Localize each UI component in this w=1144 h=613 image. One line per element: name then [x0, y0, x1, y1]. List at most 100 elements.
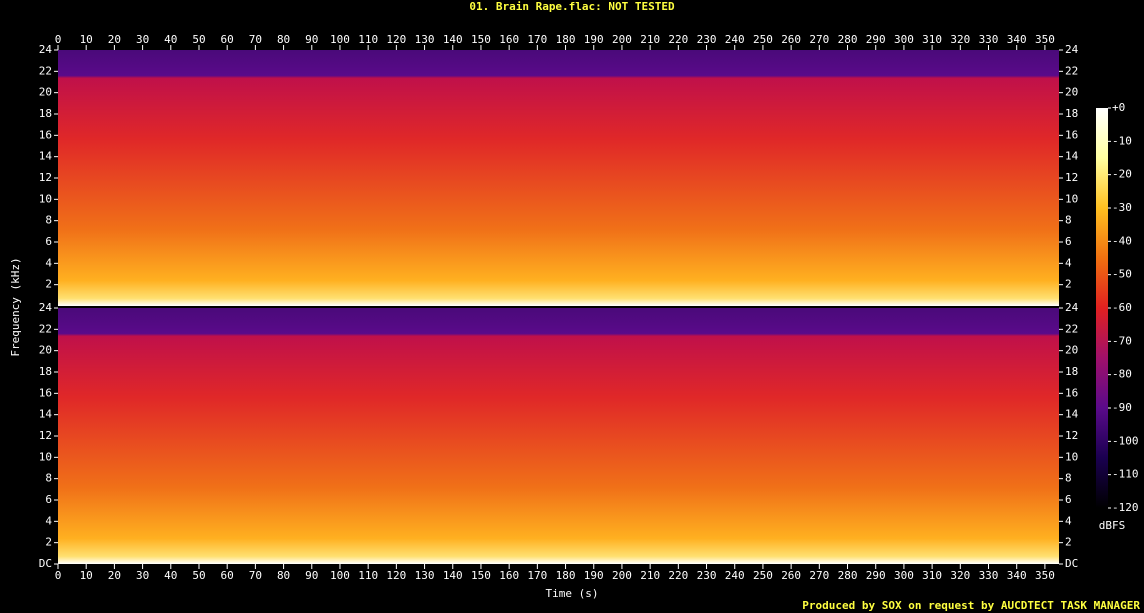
x-tick-label: 140 [443, 33, 463, 46]
y-tick-label: 14 [39, 150, 53, 163]
y-tick-label: 8 [45, 214, 52, 227]
y-tick-label: 20 [39, 86, 52, 99]
y-tick-label: 22 [39, 64, 52, 77]
x-tick-label: 320 [950, 569, 970, 582]
x-tick-label: 120 [386, 33, 406, 46]
y-tick-label: 4 [45, 514, 52, 527]
y-axis-label: Frequency (kHz) [9, 257, 22, 356]
colorbar [1096, 108, 1108, 508]
x-tick-label: 80 [277, 569, 290, 582]
x-tick-label: 140 [443, 569, 463, 582]
x-tick-label: 60 [221, 33, 234, 46]
y-tick-label: 16 [1065, 128, 1078, 141]
y-tick-label: 14 [39, 408, 53, 421]
x-tick-label: 70 [249, 33, 262, 46]
y-tick-label: 6 [45, 235, 52, 248]
x-tick-label: 160 [499, 569, 519, 582]
y-tick-label: 12 [39, 171, 52, 184]
spectrogram-panel [58, 308, 1059, 564]
colorbar-tick-label: -20 [1112, 168, 1132, 181]
y-tick-label: 20 [39, 344, 52, 357]
x-tick-label: 40 [164, 569, 177, 582]
x-tick-label: 180 [556, 569, 576, 582]
x-tick-label: 350 [1035, 33, 1055, 46]
y-tick-label: DC [1065, 557, 1078, 570]
x-tick-label: 110 [358, 569, 378, 582]
y-tick-label: 4 [1065, 514, 1072, 527]
y-tick-label: 6 [45, 493, 52, 506]
y-tick-label: 16 [1065, 386, 1078, 399]
x-tick-label: 330 [979, 33, 999, 46]
x-tick-label: 290 [866, 33, 886, 46]
x-tick-label: 90 [305, 33, 318, 46]
colorbar-label: dBFS [1099, 519, 1126, 532]
y-tick-label: 22 [1065, 322, 1078, 335]
x-tick-label: 30 [136, 33, 149, 46]
y-tick-label: 12 [1065, 171, 1078, 184]
x-tick-label: 250 [753, 33, 773, 46]
x-tick-label: 0 [55, 33, 62, 46]
x-tick-label: 220 [668, 569, 688, 582]
colorbar-tick-label: -70 [1112, 334, 1132, 347]
x-tick-label: 290 [866, 569, 886, 582]
y-tick-label: 18 [1065, 365, 1078, 378]
x-tick-label: 130 [415, 569, 435, 582]
x-tick-label: 150 [471, 569, 491, 582]
x-tick-label: 170 [527, 569, 547, 582]
x-tick-label: 300 [894, 33, 914, 46]
y-tick-label: 24 [1065, 301, 1079, 314]
x-tick-label: 280 [838, 33, 858, 46]
y-tick-label: 2 [1065, 536, 1072, 549]
x-tick-label: 310 [922, 569, 942, 582]
colorbar-tick-label: -10 [1112, 134, 1132, 147]
x-tick-label: 50 [192, 569, 205, 582]
x-tick-label: 0 [55, 569, 62, 582]
x-tick-label: 90 [305, 569, 318, 582]
x-tick-label: 310 [922, 33, 942, 46]
x-tick-label: 190 [584, 33, 604, 46]
y-tick-label: 10 [1065, 450, 1078, 463]
x-tick-label: 260 [781, 33, 801, 46]
colorbar-tick-label: -80 [1112, 368, 1132, 381]
x-tick-label: 70 [249, 569, 262, 582]
y-tick-label: 14 [1065, 408, 1079, 421]
y-tick-label: 16 [39, 386, 52, 399]
x-tick-label: 100 [330, 569, 350, 582]
x-tick-label: 340 [1007, 569, 1027, 582]
x-tick-label: 230 [697, 569, 717, 582]
colorbar-tick-label: -40 [1112, 234, 1132, 247]
y-tick-label: 18 [39, 107, 52, 120]
colorbar-tick-label: -30 [1112, 201, 1132, 214]
spectrogram-panel [58, 50, 1059, 306]
y-tick-label: 18 [39, 365, 52, 378]
x-tick-label: 230 [697, 33, 717, 46]
colorbar-tick-label: -110 [1112, 468, 1139, 481]
y-tick-label: 2 [45, 536, 52, 549]
x-tick-label: 270 [809, 569, 829, 582]
colorbar-tick-label: -60 [1112, 301, 1132, 314]
y-tick-label: 2 [1065, 278, 1072, 291]
y-tick-label: 8 [1065, 214, 1072, 227]
x-tick-label: 240 [725, 569, 745, 582]
x-tick-label: 80 [277, 33, 290, 46]
y-tick-label: DC [39, 557, 52, 570]
x-tick-label: 150 [471, 33, 491, 46]
y-tick-label: 20 [1065, 344, 1078, 357]
y-tick-label: 6 [1065, 493, 1072, 506]
y-tick-label: 10 [39, 450, 52, 463]
x-tick-label: 40 [164, 33, 177, 46]
x-tick-label: 100 [330, 33, 350, 46]
x-tick-label: 120 [386, 569, 406, 582]
x-tick-label: 180 [556, 33, 576, 46]
x-tick-label: 10 [80, 33, 93, 46]
x-axis-label: Time (s) [546, 587, 599, 600]
x-tick-label: 200 [612, 33, 632, 46]
y-tick-label: 16 [39, 128, 52, 141]
y-tick-label: 22 [1065, 64, 1078, 77]
x-tick-label: 270 [809, 33, 829, 46]
x-tick-label: 280 [838, 569, 858, 582]
x-tick-label: 350 [1035, 569, 1055, 582]
x-tick-label: 190 [584, 569, 604, 582]
x-tick-label: 200 [612, 569, 632, 582]
x-tick-label: 110 [358, 33, 378, 46]
